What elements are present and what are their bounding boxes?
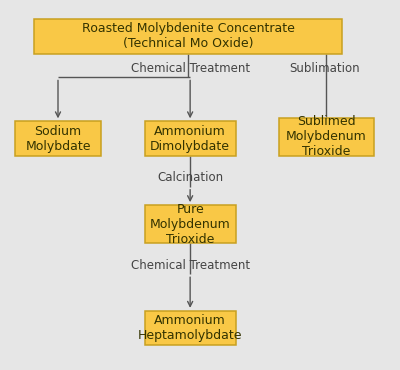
Text: Ammonium
Heptamolybdate: Ammonium Heptamolybdate: [138, 314, 242, 342]
Text: Sodium
Molybdate: Sodium Molybdate: [25, 125, 91, 152]
FancyBboxPatch shape: [279, 118, 374, 156]
Text: Ammonium
Dimolybdate: Ammonium Dimolybdate: [150, 125, 230, 152]
Text: Roasted Molybdenite Concentrate
(Technical Mo Oxide): Roasted Molybdenite Concentrate (Technic…: [82, 23, 295, 50]
Text: Sublimation: Sublimation: [289, 62, 360, 75]
Text: Pure
Molybdenum
Trioxide: Pure Molybdenum Trioxide: [150, 203, 230, 246]
Text: Sublimed
Molybdenum
Trioxide: Sublimed Molybdenum Trioxide: [286, 115, 366, 158]
Text: Chemical Treatment: Chemical Treatment: [130, 259, 250, 272]
FancyBboxPatch shape: [145, 311, 236, 345]
FancyBboxPatch shape: [145, 121, 236, 156]
Text: Calcination: Calcination: [157, 171, 223, 184]
FancyBboxPatch shape: [15, 121, 101, 156]
FancyBboxPatch shape: [145, 205, 236, 243]
Text: Chemical Treatment: Chemical Treatment: [130, 62, 250, 75]
FancyBboxPatch shape: [34, 19, 342, 54]
